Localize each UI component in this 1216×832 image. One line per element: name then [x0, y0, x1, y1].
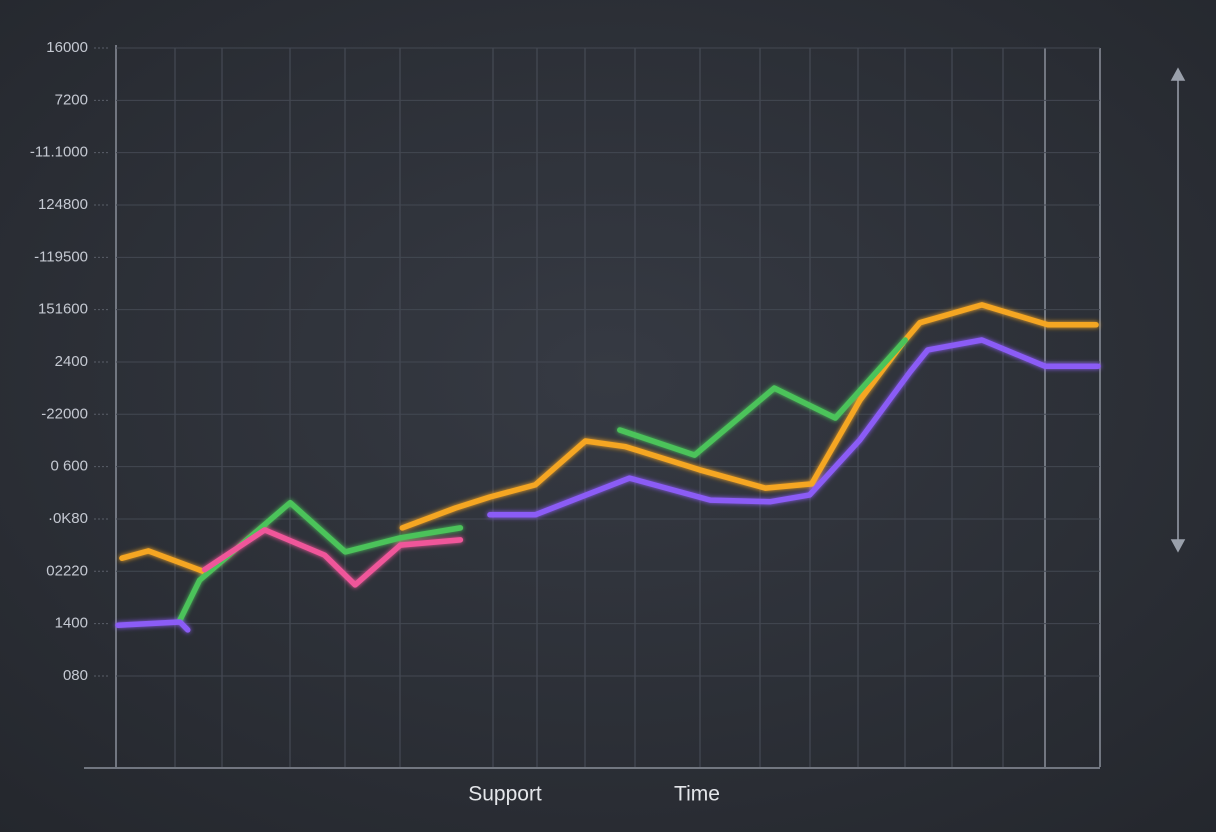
- grid: [116, 47, 1100, 677]
- y-tick-label: 080: [63, 667, 88, 684]
- range-arrow: [1170, 67, 1186, 553]
- axis-frame: [84, 45, 1101, 769]
- series-line: [115, 337, 1101, 633]
- y-tick-label: 124800: [38, 196, 88, 213]
- y-ticks: 16000 7200 -11.1000 124800 -119500 151600 2400…: [30, 39, 108, 684]
- y-tick-label: 1400: [55, 615, 88, 632]
- series-line: [177, 337, 908, 623]
- y-tick-label: 2400: [55, 353, 88, 370]
- series-line: [119, 302, 1099, 575]
- y-tick-label: -11.1000: [30, 144, 88, 161]
- y-tick-label: 02220: [46, 562, 88, 579]
- axis-label: Time: [674, 783, 720, 806]
- y-tick-label: 7200: [55, 91, 88, 108]
- y-tick-label: 0 600: [50, 458, 88, 475]
- lines: [115, 302, 1101, 633]
- y-tick-label: 151600: [38, 301, 88, 318]
- series-line: [201, 527, 464, 588]
- y-tick-label: 16000: [46, 39, 88, 56]
- y-tick-label: ·0K80: [48, 510, 88, 527]
- y-tick-label: -22000: [41, 405, 88, 422]
- y-tick-label: -119500: [34, 248, 88, 265]
- axis-label: Support: [468, 783, 542, 806]
